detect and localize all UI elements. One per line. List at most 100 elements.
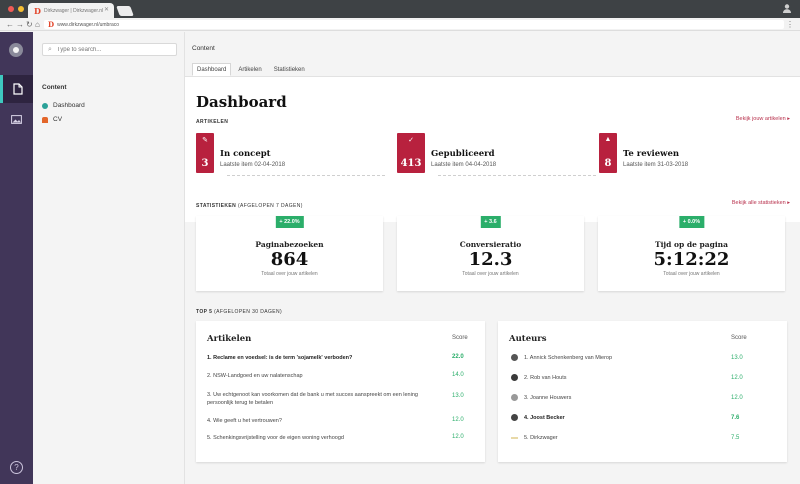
site-favicon-icon: D — [48, 20, 55, 29]
minimize-window-button[interactable] — [18, 6, 24, 12]
status-te-reviewen[interactable]: ▲ 8 Te reviewen Laatste item 31-03-2018 — [599, 133, 688, 173]
status-in-concept[interactable]: ✎ 3 In concept Laatste item 02-04-2018 — [196, 133, 285, 173]
articles-panel: Dashboard — [185, 76, 800, 222]
top-article-score: 12.0 — [452, 434, 464, 440]
help-icon[interactable]: ? — [10, 461, 23, 474]
top-author-row[interactable]: 5. Dirkzwager — [524, 435, 558, 441]
top-article-score: 12.0 — [452, 417, 464, 423]
user-avatar-icon[interactable] — [9, 43, 23, 57]
top-authors-heading: Auteurs — [509, 334, 547, 344]
top-article-row[interactable]: 3. Uw echtgenoot kan voorkomen dat de ba… — [207, 392, 418, 406]
tree-item-cv[interactable]: CV — [42, 116, 62, 123]
dashboard-tabs: Dashboard Artikelen Statistieken — [192, 63, 310, 76]
view-articles-link[interactable]: Bekijk jouw artikelen ▸ — [735, 116, 790, 122]
tree-item-label: Dashboard — [53, 102, 85, 109]
top-article-row[interactable]: 4. Wie geeft u het vertrouwen? — [207, 418, 282, 424]
change-badge: + 0.0% — [678, 216, 705, 228]
top-author-row[interactable]: 2. Rob van Houts — [524, 375, 567, 381]
gepubliceerd-title: Gepubliceerd — [431, 149, 495, 159]
te-reviewen-title: Te reviewen — [623, 149, 680, 159]
status-divider — [438, 175, 596, 176]
stats-label-text: STATISTIEKEN — [196, 203, 237, 209]
stat-value: 864 — [270, 249, 309, 270]
status-gepubliceerd[interactable]: ✓ 413 Gepubliceerd Laatste item 04-04-20… — [397, 133, 496, 173]
status-divider — [227, 175, 385, 176]
browser-titlebar: D Dirkzwager | Dirkzwager.nl ✕ — [0, 0, 800, 18]
back-icon[interactable]: ← — [6, 20, 14, 29]
change-badge: + 22.0% — [275, 216, 304, 228]
tree-root-label[interactable]: Content — [42, 84, 67, 91]
search-icon: ⌕ — [48, 45, 52, 53]
stat-card-conversion: + 3.6 Conversieratio 12.3 Totaal over jo… — [397, 216, 584, 291]
score-header: Score — [731, 335, 747, 341]
top-authors-card: Auteurs Score 1. Annick Schenkenberg van… — [498, 321, 787, 462]
stat-name: Paginabezoeken — [255, 240, 324, 249]
top-author-score: 7.5 — [731, 435, 740, 441]
forward-icon[interactable]: → — [16, 20, 24, 29]
check-icon: ✓ — [408, 137, 414, 144]
stat-value: 5:12:22 — [653, 249, 730, 270]
top-articles-card: Artikelen Score 1. Reclame en voedsel: i… — [196, 321, 485, 462]
browser-toolbar: ← → ↻ ⌂ D www.dirkzwager.nl/umbraco ⋮ — [0, 18, 800, 31]
gepubliceerd-badge: ✓ 413 — [397, 133, 425, 173]
view-stats-link[interactable]: Bekijk alle statistieken ▸ — [731, 200, 790, 206]
author-avatar — [511, 394, 518, 401]
breadcrumb: Content — [192, 45, 215, 52]
home-icon[interactable]: ⌂ — [35, 20, 40, 29]
view-articles-link-label: Bekijk jouw artikelen — [735, 116, 786, 122]
te-reviewen-subtitle: Laatste item 31-03-2018 — [623, 162, 689, 168]
stat-card-pageviews: + 22.0% Paginabezoeken 864 Totaal over j… — [196, 216, 383, 291]
top-article-score: 13.0 — [452, 393, 464, 399]
stats-label-period: (AFGELOPEN 7 DAGEN) — [237, 203, 303, 209]
browser-menu-icon[interactable]: ⋮ — [786, 20, 794, 29]
tree-search-box[interactable]: ⌕ — [42, 43, 177, 56]
close-window-button[interactable] — [8, 6, 14, 12]
te-reviewen-badge: ▲ 8 — [599, 133, 617, 173]
section-sidebar: ? — [0, 32, 33, 484]
in-concept-title: In concept — [220, 149, 271, 159]
dirkzwager-favicon-icon: D — [34, 5, 41, 16]
content-section-button[interactable] — [0, 75, 33, 103]
top-author-row[interactable]: 3. Joanne Houwers — [524, 395, 572, 401]
gepubliceerd-subtitle: Laatste item 04-04-2018 — [431, 162, 497, 168]
in-concept-subtitle: Laatste item 02-04-2018 — [220, 162, 286, 168]
dirkzwager-logo-icon — [511, 437, 518, 439]
browser-user-icon[interactable] — [782, 3, 792, 14]
top-author-row[interactable]: 1. Annick Schenkenberg van Mierop — [524, 355, 613, 361]
top-author-row[interactable]: 4. Joost Becker — [524, 415, 565, 421]
tree-item-dashboard[interactable]: Dashboard — [42, 102, 85, 109]
close-tab-icon[interactable]: ✕ — [103, 7, 109, 13]
top-author-score: 7.6 — [731, 415, 740, 421]
tab-statistieken[interactable]: Statistieken — [273, 67, 305, 73]
top5-section-label: TOP 5 (AFGELOPEN 30 DAGEN) — [196, 309, 282, 315]
person-icon — [42, 116, 48, 123]
stat-name: Tijd op de pagina — [655, 240, 728, 249]
stat-subtitle: Totaal over jouw artikelen — [663, 271, 720, 277]
reload-icon[interactable]: ↻ — [26, 20, 33, 29]
new-tab-button[interactable] — [116, 6, 134, 16]
change-badge: + 3.6 — [480, 216, 501, 228]
content-tree-panel: ⌕ Content Dashboard CV — [33, 32, 185, 484]
view-stats-link-label: Bekijk alle statistieken — [731, 200, 786, 206]
address-bar[interactable]: D www.dirkzwager.nl/umbraco — [44, 20, 784, 29]
top-author-score: 13.0 — [731, 355, 743, 361]
stat-subtitle: Totaal over jouw artikelen — [462, 271, 519, 277]
top-article-row[interactable]: 5. Schenkingsvrijstelling voor de eigen … — [207, 435, 344, 441]
search-input[interactable] — [56, 46, 167, 53]
warning-icon: ▲ — [604, 136, 612, 143]
tab-artikelen[interactable]: Artikelen — [238, 67, 262, 73]
top-article-score: 14.0 — [452, 372, 464, 378]
tab-dashboard[interactable]: Dashboard — [192, 63, 232, 76]
score-header: Score — [452, 335, 468, 341]
browser-tab[interactable]: D Dirkzwager | Dirkzwager.nl ✕ — [28, 3, 114, 18]
page-title: Dashboard — [196, 93, 287, 111]
in-concept-count: 3 — [201, 158, 209, 169]
media-section-button[interactable] — [0, 105, 33, 133]
stat-value: 12.3 — [468, 249, 513, 270]
author-avatar — [511, 374, 518, 381]
top-article-row[interactable]: 1. Reclame en voedsel: is de term 'sojam… — [207, 355, 353, 361]
stats-section-label: STATISTIEKEN (AFGELOPEN 7 DAGEN) — [196, 203, 303, 209]
top-article-row[interactable]: 2. NSW-Landgoed en uw nalatenschap — [207, 373, 303, 379]
top5-label-text: TOP 5 — [196, 309, 213, 315]
